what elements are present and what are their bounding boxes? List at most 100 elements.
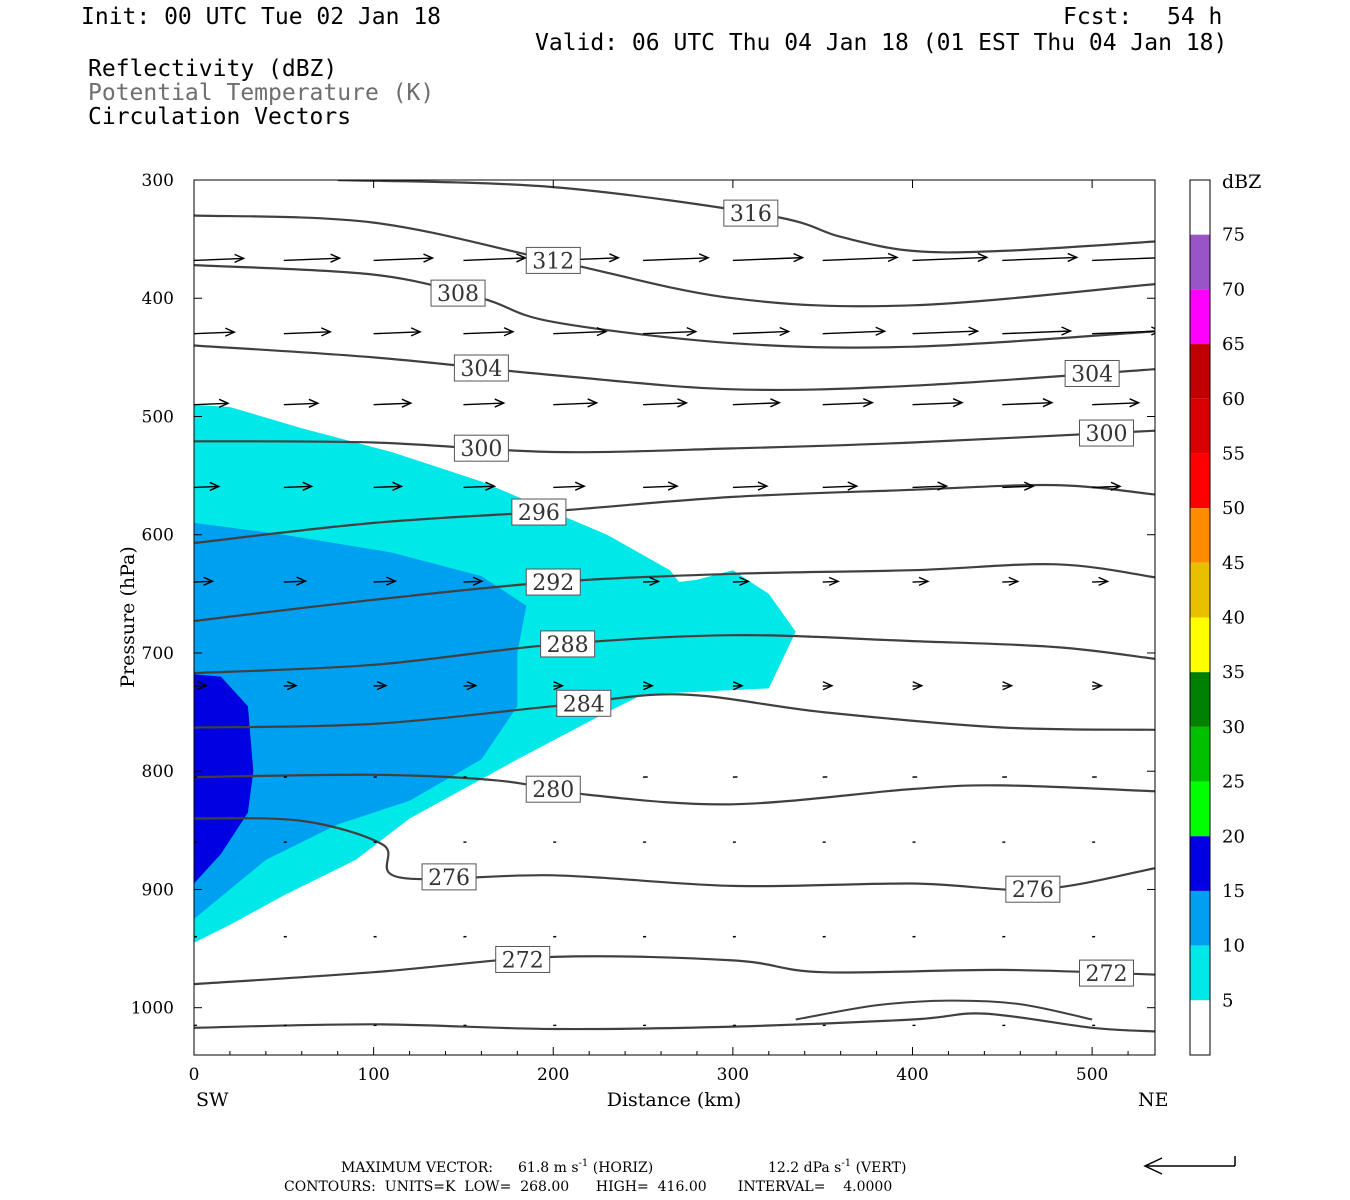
contour-label-304: 304 xyxy=(453,354,509,382)
circulation-vector xyxy=(1002,681,1014,691)
colorbar-segment xyxy=(1190,234,1210,290)
vector-head xyxy=(1158,253,1167,261)
vector-shaft xyxy=(643,580,659,583)
vector-head xyxy=(209,481,221,492)
vector-head xyxy=(330,253,342,263)
y-tick-label: 500 xyxy=(142,407,174,427)
vector-head xyxy=(686,326,698,337)
colorbar-segment xyxy=(1190,726,1210,782)
contour-label-box xyxy=(453,434,509,462)
vector-shaft xyxy=(732,330,789,335)
contour-label-text: 276 xyxy=(428,866,470,891)
theta-contour-276 xyxy=(194,817,1155,892)
contour-label-box xyxy=(723,199,779,227)
x-tick-label: 200 xyxy=(537,1065,569,1085)
contour-label-292: 292 xyxy=(525,568,581,596)
circulation-vector xyxy=(194,398,230,408)
circulation-vector xyxy=(1092,681,1104,691)
vector-head xyxy=(225,327,237,337)
contour-label-304: 304 xyxy=(1064,359,1120,387)
contour-label-text: 300 xyxy=(460,437,502,462)
colorbar-segment xyxy=(1190,180,1210,235)
circulation-vector xyxy=(373,481,404,491)
circulation-vector xyxy=(822,398,875,408)
vector-head xyxy=(912,681,924,691)
vector-shaft xyxy=(1092,580,1108,583)
circulation-vector xyxy=(1092,326,1155,336)
colorbar-level-label: 20 xyxy=(1222,826,1245,847)
circulation-vector xyxy=(912,576,930,587)
vector-head xyxy=(918,576,930,587)
vector-head xyxy=(863,398,875,408)
circulation-vector xyxy=(373,327,422,337)
circulation-vector xyxy=(283,680,298,691)
vector-head xyxy=(937,481,949,491)
vector-shaft xyxy=(194,257,244,262)
contour-label-316: 316 xyxy=(723,199,779,227)
contour-label-276: 276 xyxy=(1005,875,1061,903)
vector-head xyxy=(308,398,320,408)
contour-label-300: 300 xyxy=(453,434,509,462)
vector-head xyxy=(197,680,209,691)
vector-head xyxy=(321,327,333,337)
colorbar-level-label: 30 xyxy=(1222,717,1245,738)
vector-shaft xyxy=(1092,402,1139,406)
vector-shaft xyxy=(194,331,235,335)
circulation-vector xyxy=(1002,326,1073,336)
vector-head xyxy=(1092,681,1104,691)
contour-label-text: 304 xyxy=(1071,362,1113,387)
vector-head xyxy=(1098,576,1110,587)
vector-shaft xyxy=(283,485,312,489)
colorbar-segment xyxy=(1190,1000,1210,1055)
vector-head xyxy=(667,481,679,491)
circulation-vector xyxy=(194,327,237,337)
init-time: Init: 00 UTC Tue 02 Jan 18 xyxy=(81,4,442,30)
vector-shaft xyxy=(463,402,504,406)
circulation-vector xyxy=(912,481,949,491)
vector-shaft xyxy=(373,331,421,335)
contour-label-box xyxy=(540,630,596,658)
colorbar-segment xyxy=(1190,617,1210,673)
vector-shaft xyxy=(822,580,839,583)
contour-label-box xyxy=(1079,959,1135,987)
vector-head xyxy=(296,576,308,586)
x-tick-label: 300 xyxy=(717,1065,749,1085)
vector-head xyxy=(1042,398,1054,408)
vector-shaft xyxy=(912,256,987,262)
vector-shaft xyxy=(1002,256,1077,262)
vector-shaft xyxy=(463,257,526,262)
circulation-vector xyxy=(822,576,840,587)
contour-label-layer: 316 312 308 304 304 300 300 296 292 288 284 280 276 2… xyxy=(421,199,1135,987)
vector-head xyxy=(1067,252,1079,263)
contour-label-text: 292 xyxy=(532,571,574,596)
circulation-vector xyxy=(463,253,528,263)
contour-label-300: 300 xyxy=(1079,419,1135,447)
y-tick-label: 600 xyxy=(142,526,174,546)
vector-head xyxy=(423,253,435,263)
circulation-vector xyxy=(1002,481,1036,491)
x-right-end-label: NE xyxy=(1138,1089,1169,1111)
vector-shaft xyxy=(463,485,495,489)
contour-label-box xyxy=(556,689,612,717)
vector-head xyxy=(649,576,661,587)
vector-shaft xyxy=(553,485,585,489)
reflectivity-layer xyxy=(194,404,796,943)
circulation-vector xyxy=(463,576,484,586)
contour-label-284: 284 xyxy=(556,689,612,717)
circulation-vector xyxy=(463,327,515,337)
reference-vector-icon xyxy=(1143,1156,1236,1175)
vector-shaft xyxy=(912,580,929,583)
circulation-vector xyxy=(732,326,791,337)
circulation-vector xyxy=(822,681,834,691)
theta-contour-layer xyxy=(194,180,1155,1033)
field-reflectivity: Reflectivity (dBZ) xyxy=(88,56,338,82)
vector-head xyxy=(887,252,899,263)
circulation-vector xyxy=(732,252,805,263)
colorbar-level-label: 5 xyxy=(1222,990,1233,1011)
contour-label-box xyxy=(1079,419,1135,447)
vector-shaft xyxy=(283,580,306,583)
vector-head xyxy=(1008,576,1020,587)
theta-contour-272 xyxy=(194,955,1155,986)
colorbar-segment xyxy=(1190,508,1210,563)
